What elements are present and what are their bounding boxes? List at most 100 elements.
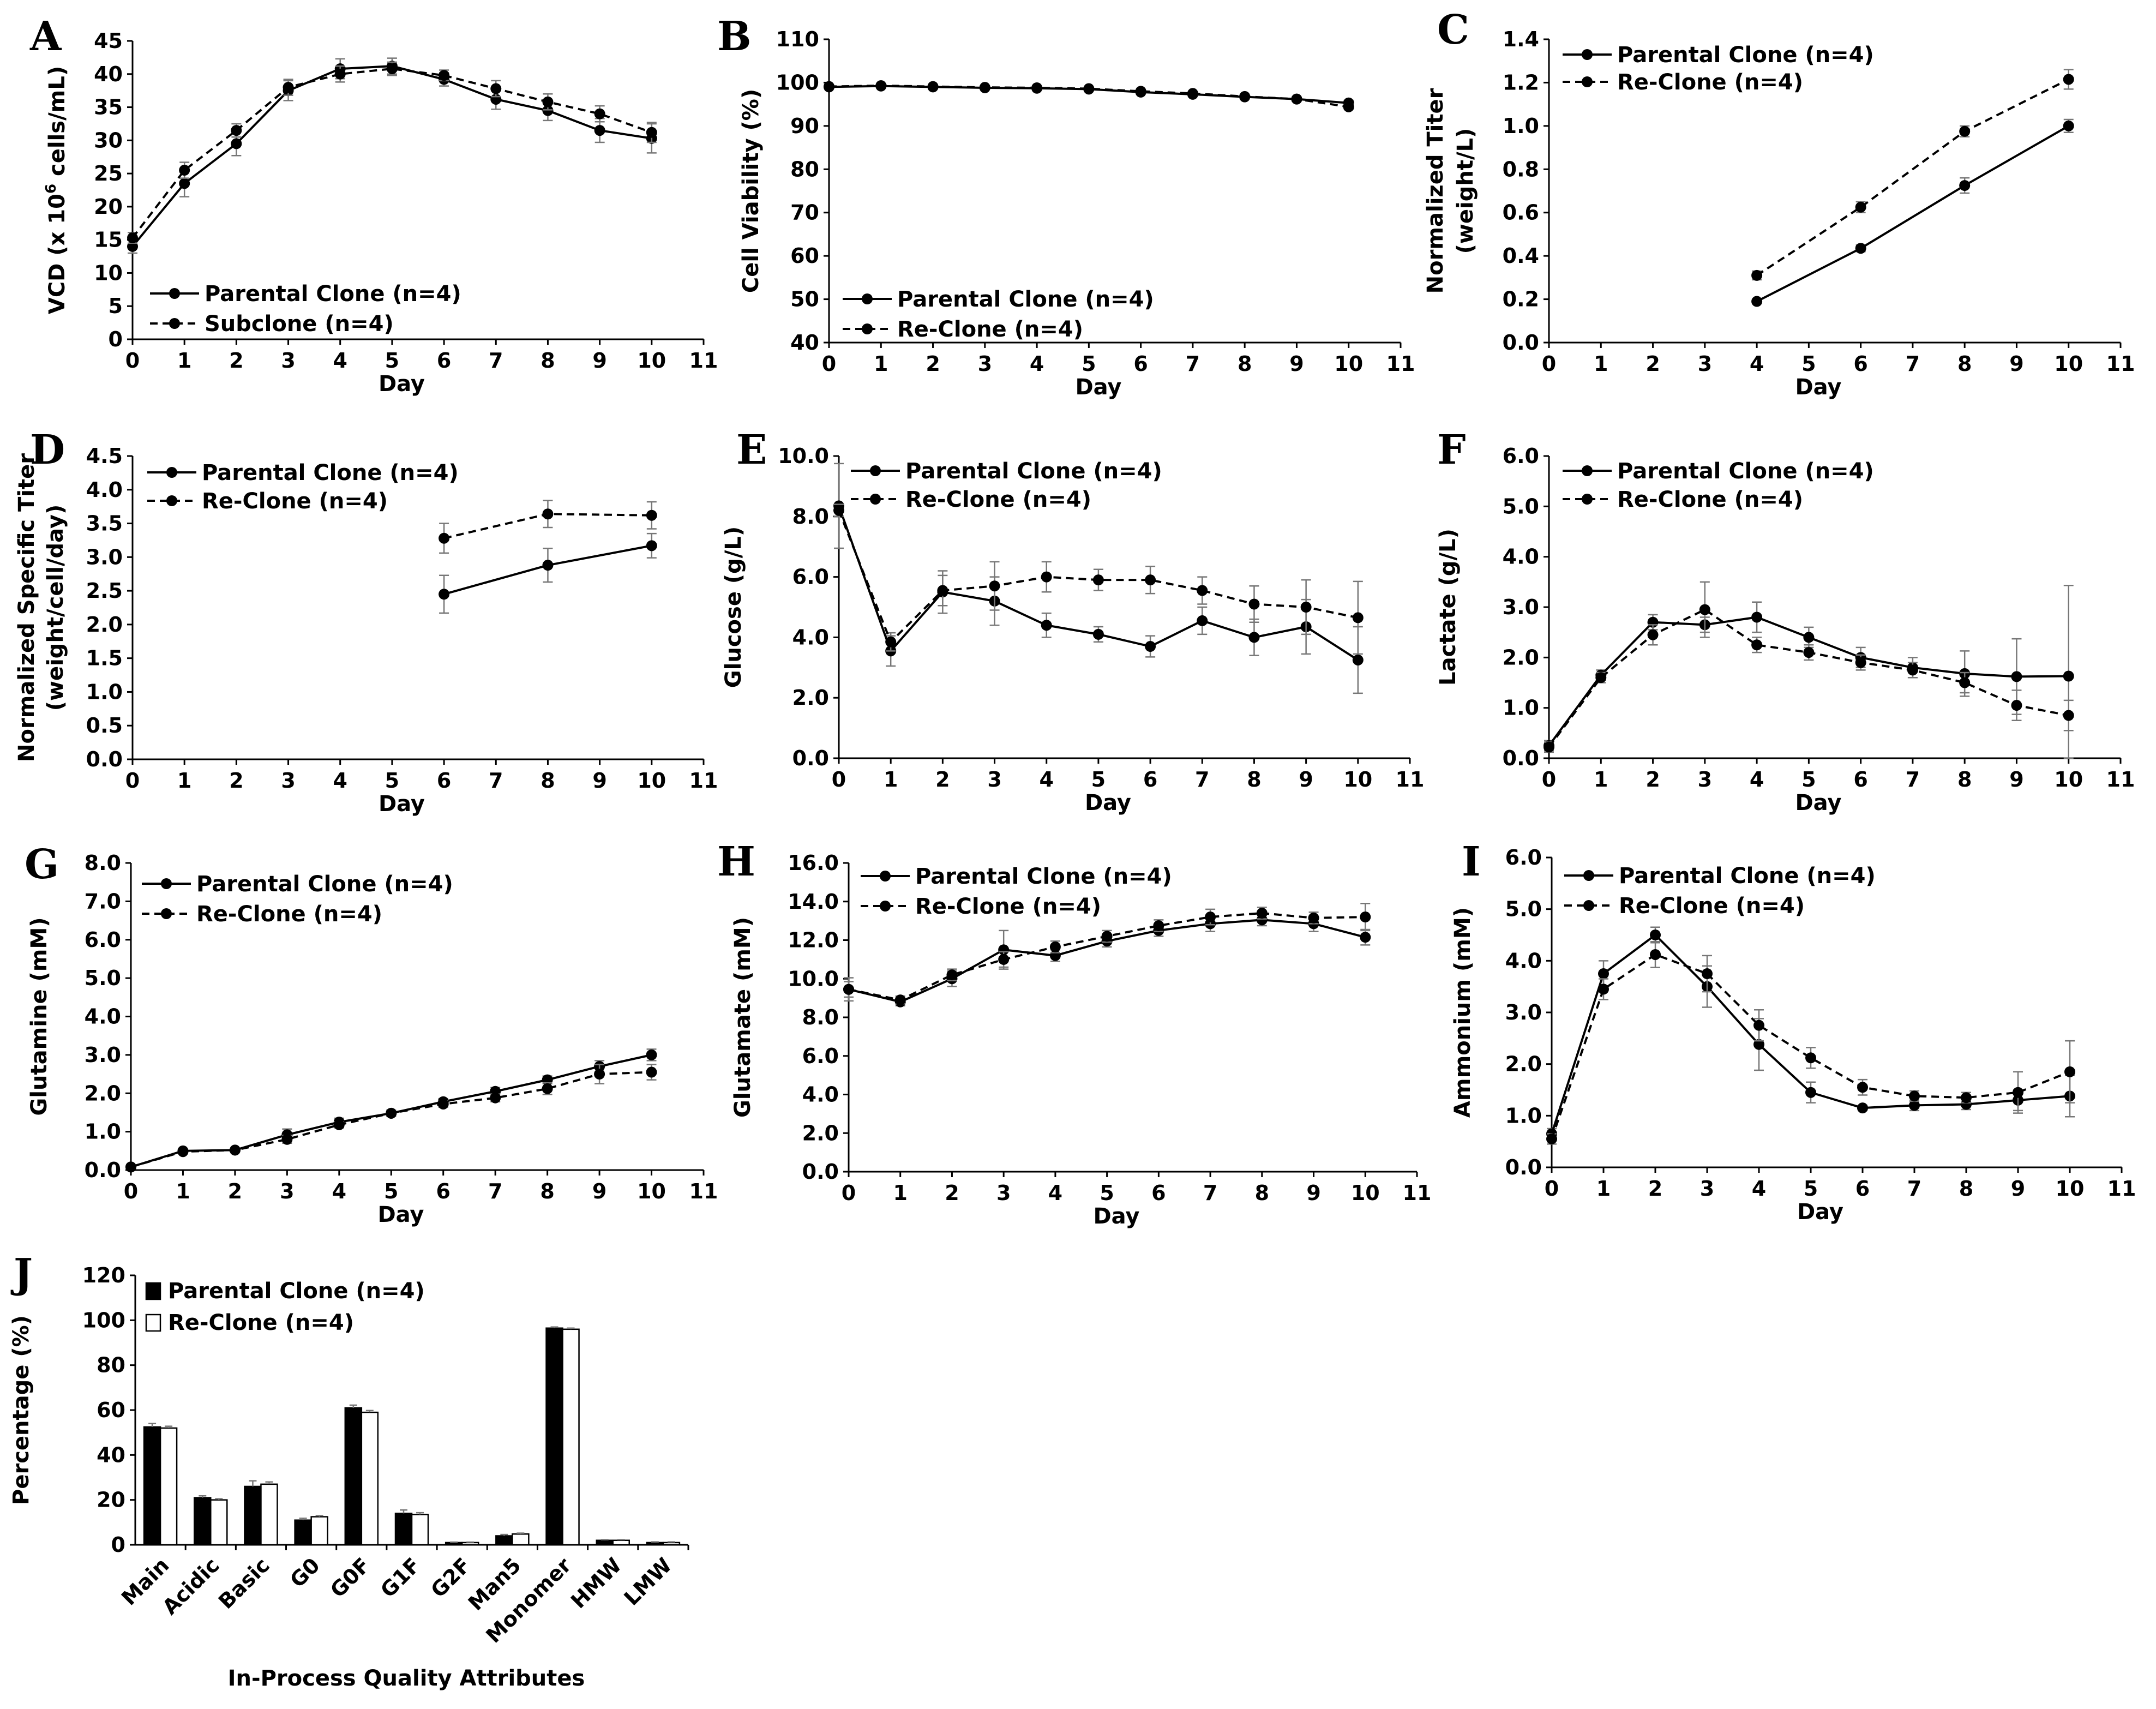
data-point [1959,677,1971,688]
data-point [1598,984,1609,995]
data-point [646,127,657,138]
data-point [1909,1090,1920,1102]
data-point [231,125,242,136]
panel-letter-j: J [10,1250,33,1297]
bar-parental [545,1327,563,1546]
bar-reclone [361,1411,379,1546]
y-tick-label: 6.0 [1503,444,1539,468]
data-point [177,1146,189,1158]
data-point [1751,639,1763,651]
data-point [1650,930,1661,940]
series-reclone [127,61,657,244]
data-point [594,1069,605,1080]
data-point [439,589,450,600]
data-point [1909,1100,1920,1111]
panel-letter-g: G [25,841,59,888]
legend-marker [166,467,177,478]
data-point [542,1083,553,1094]
x-tick-label: 10 [1343,767,1372,791]
x-tick-label: 10 [637,769,666,793]
y-tick-label: 12.0 [788,928,839,952]
y-tick-label: 70 [790,201,819,225]
legend-marker [169,288,180,299]
y-tick-label: 8.0 [792,505,829,529]
bar-reclone [411,1514,429,1546]
bar-parental [445,1542,463,1546]
data-point [125,1161,136,1173]
x-tick-label: 8 [540,349,555,373]
legend-marker [161,908,172,919]
bar-parental [143,1426,161,1546]
panel-d: 0.0 0.5 1.0 1.5 2.0 2.5 3.0 3.5 4.0 4.5 0 1 2 3 4 5 6 7 8 9… [14,444,718,817]
y-tick-label: 1.0 [1505,1104,1542,1128]
series-line [848,912,1366,1002]
bar-parental [194,1497,212,1546]
x-tick-label: 9 [592,349,606,373]
x-axis-label: Day [1093,1204,1139,1229]
data-point [1855,201,1866,213]
y-tick-label: 0.4 [1503,244,1539,268]
series-line [1551,953,2070,1140]
legend-label: Re-Clone (n=4) [1617,487,1803,512]
x-tick-label: 1 [1594,767,1608,791]
data-point [1092,574,1104,586]
data-point [1352,612,1364,623]
x-tick-label: 6 [1143,767,1157,791]
x-tick-label: 4 [1752,1177,1766,1201]
data-point [1699,604,1710,615]
y-tick-label: 14.0 [788,890,839,914]
series-line [1756,78,2069,277]
x-tick-label: 0 [125,349,140,373]
x-tick-label: 2 [1645,352,1660,376]
series-reclone [833,503,1364,655]
x-tick-label: 1 [1596,1177,1611,1201]
x-tick-label: 0 [125,769,140,793]
data-point [1145,574,1156,586]
x-tick-label: 0 [1542,767,1556,791]
category-label: HMW [566,1553,626,1613]
series-parental [127,57,657,254]
y-tick-label: 2.0 [86,613,123,637]
y-axis-label-line1: Normalized Titer [1423,88,1448,293]
panel-letter-b: B [717,13,752,60]
y-axis-label: Glutamate (mM) [730,917,755,1118]
data-point [2063,710,2074,721]
data-point [490,1092,501,1104]
x-tick-label: 1 [176,1179,190,1203]
bar-reclone [461,1542,479,1546]
x-tick-label: 0 [124,1179,138,1203]
category-label: LMW [620,1553,677,1610]
data-point [1647,629,1659,640]
x-tick-label: 11 [1403,1181,1432,1205]
y-tick-label: 4.5 [86,444,123,468]
y-tick-label: 60 [97,1398,125,1422]
data-point [179,178,190,189]
x-tick-label: 11 [1386,352,1415,376]
panel-letter-c: C [1437,7,1469,53]
data-point [646,1066,657,1078]
bar-reclone [260,1483,278,1546]
data-point [646,540,657,551]
x-tick-label: 0 [822,352,836,376]
x-tick-label: 1 [893,1181,908,1205]
data-point [1187,88,1198,99]
panel-b: 40 50 60 70 80 90 100 110 0 1 2 3 4 5 6 7 8 9 10 11 Day Cell … [738,27,1415,400]
y-tick-label: 7.0 [85,889,121,913]
x-axis-label: Day [379,371,425,397]
legend-swatch [145,1314,161,1332]
bar-reclone [612,1539,630,1546]
data-point [542,560,554,571]
y-tick-label: 1.2 [1503,70,1539,94]
x-tick-label: 3 [1700,1177,1714,1201]
y-axis-label-line2: (weight/cell/day) [43,505,68,711]
data-point [1753,1020,1764,1031]
x-tick-label: 4 [1048,1181,1062,1205]
data-point [998,954,1010,965]
x-tick-label: 1 [884,767,898,791]
data-point [1857,1102,1868,1114]
data-point [1360,932,1371,943]
data-point [333,1119,345,1130]
data-point [1805,1087,1816,1098]
x-tick-label: 5 [1082,352,1096,376]
x-tick-label: 6 [1853,767,1867,791]
